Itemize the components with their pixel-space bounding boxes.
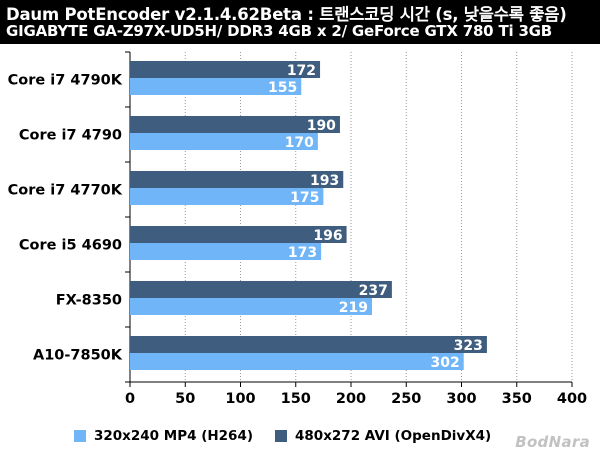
data-label-mp4-1: 170 [285,135,314,151]
data-label-avi-1: 190 [307,118,336,134]
category-label-0: Core i7 4790K [8,73,123,89]
data-label-mp4-2: 175 [290,190,319,206]
bar-avi-3 [130,226,347,243]
data-label-mp4-4: 219 [339,300,368,316]
bar-avi-2 [130,171,344,188]
x-tick-label-100: 100 [225,391,255,407]
legend: 320x240 MP4 (H264) 480x272 AVI (OpenDivX… [74,426,513,446]
bar-mp4-3 [130,243,322,260]
legend-swatch-mp4 [74,430,86,442]
x-tick-label-0: 0 [125,391,135,407]
bar-avi-4 [130,281,392,298]
category-label-4: FX-8350 [56,293,122,309]
x-tick-label-250: 250 [391,391,421,407]
data-label-avi-5: 323 [454,338,483,354]
bar-mp4-0 [130,78,302,95]
data-label-avi-4: 237 [359,283,388,299]
legend-swatch-avi [275,430,288,442]
data-label-avi-3: 196 [313,228,342,244]
category-label-3: Core i5 4690 [19,238,122,254]
category-label-1: Core i7 4790 [19,128,122,144]
x-tick-label-200: 200 [336,391,366,407]
x-tick-label-300: 300 [446,391,476,407]
chart-title: Daum PotEncoder v2.1.4.62Beta : 트랜스코딩 시간… [6,5,567,24]
watermark-logo: BodNara [515,433,590,451]
title-band: Daum PotEncoder v2.1.4.62Beta : 트랜스코딩 시간… [0,0,600,44]
bar-mp4-4 [130,298,372,315]
x-tick-label-150: 150 [281,391,311,407]
legend-label-avi: 480x272 AVI (OpenDivX4) [295,428,492,444]
category-label-2: Core i7 4770K [8,183,123,199]
chart-subtitle: GIGABYTE GA-Z97X-UD5H/ DDR3 4GB x 2/ GeF… [6,22,553,40]
bar-mp4-2 [130,188,324,205]
bar-mp4-1 [130,133,318,150]
category-label-5: A10-7850K [33,348,123,364]
x-tick-label-50: 50 [175,391,195,407]
legend-label-mp4: 320x240 MP4 (H264) [94,428,254,444]
data-label-avi-0: 172 [287,63,316,79]
bar-avi-1 [130,116,340,133]
bar-mp4-5 [130,353,464,370]
x-tick-label-350: 350 [502,391,532,407]
data-label-mp4-0: 155 [268,80,297,96]
legend-item-avi: 480x272 AVI (OpenDivX4) [275,428,491,444]
data-label-mp4-5: 302 [430,355,459,371]
x-tick-label-400: 400 [557,391,587,407]
data-label-avi-2: 193 [310,173,339,189]
bar-avi-5 [130,336,487,353]
bar-avi-0 [130,61,321,78]
data-label-mp4-3: 173 [288,245,317,261]
legend-item-mp4: 320x240 MP4 (H264) [74,428,253,444]
